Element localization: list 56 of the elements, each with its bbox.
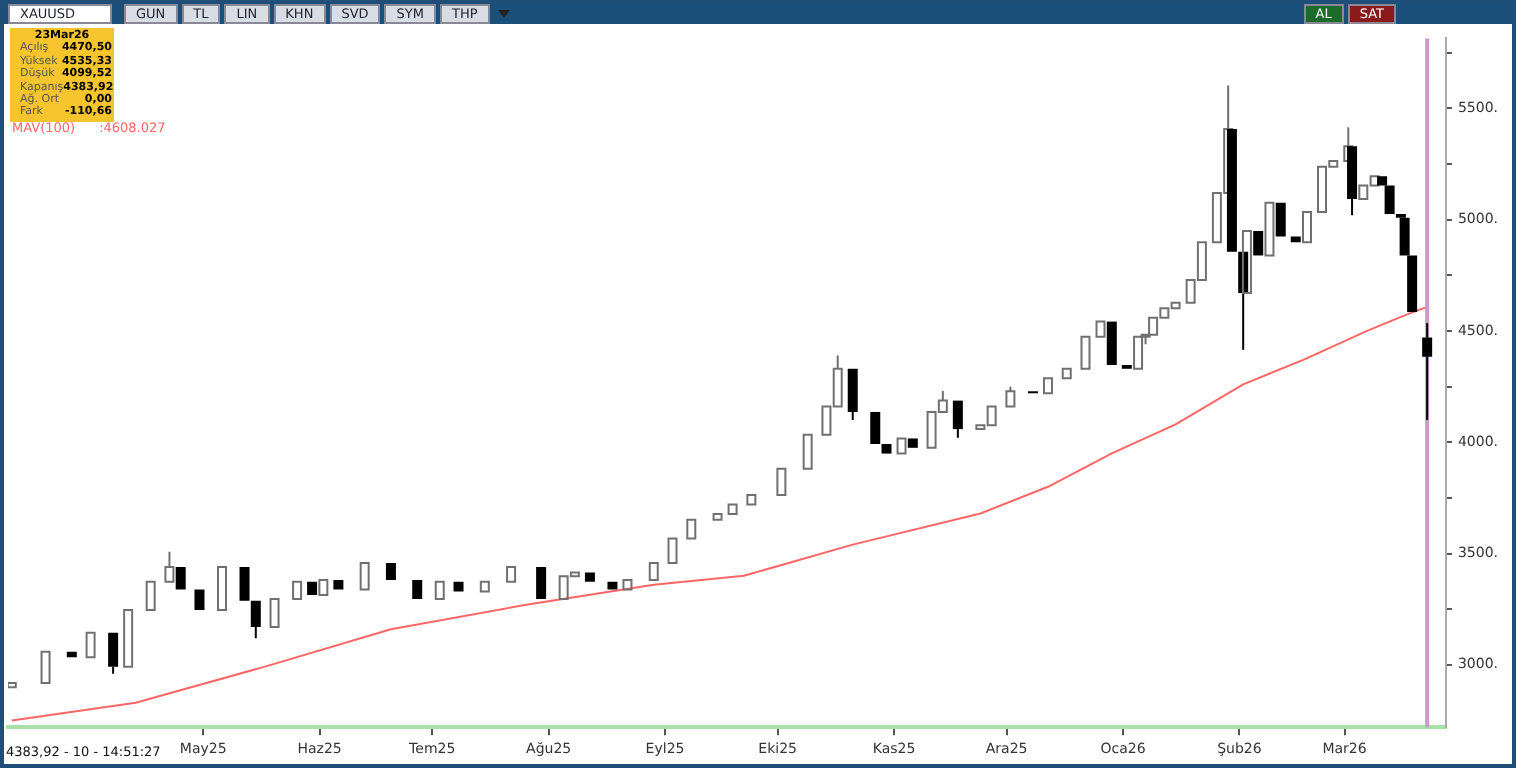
candlestick <box>907 438 918 448</box>
candlestick <box>1061 367 1072 380</box>
candlestick <box>1422 322 1433 422</box>
candlestick <box>164 550 175 583</box>
candlestick <box>453 581 464 592</box>
candlestick <box>667 537 678 564</box>
candlestick <box>584 572 595 582</box>
candlestick <box>40 650 51 685</box>
candlestick <box>727 503 738 515</box>
candlestick <box>1253 230 1264 256</box>
candlestick <box>108 632 119 675</box>
candlestick <box>802 433 813 470</box>
candlestick <box>746 494 757 506</box>
candlestick <box>1347 146 1358 217</box>
candlestick <box>648 561 659 582</box>
candlestick <box>622 579 633 591</box>
candlestick <box>85 631 96 659</box>
candlestick <box>1095 320 1106 338</box>
candlestick <box>239 566 250 601</box>
candlestick <box>607 581 618 590</box>
candlestick <box>881 444 892 454</box>
candlestick <box>175 566 186 590</box>
candlestick <box>896 437 907 455</box>
candlestick <box>1080 335 1091 370</box>
candlestick <box>250 600 261 640</box>
candlestick <box>479 580 490 593</box>
candlestick <box>145 580 156 612</box>
candlestick <box>318 579 329 596</box>
candlestick <box>1302 211 1313 244</box>
candlestick <box>8 682 17 689</box>
candlestick <box>217 565 227 612</box>
candlestick <box>269 597 280 629</box>
candlestick <box>292 580 303 600</box>
candlestick <box>434 580 445 600</box>
candlestick <box>1106 321 1117 365</box>
candlestick <box>333 580 344 590</box>
candlestick <box>506 565 517 583</box>
candlestick <box>385 562 396 581</box>
candlestick <box>686 518 697 540</box>
candlestick <box>412 580 423 599</box>
candlestick <box>1241 229 1252 295</box>
candlestick <box>1264 201 1275 257</box>
candlestick <box>194 589 205 611</box>
candlestick <box>536 566 547 599</box>
candlestick <box>1275 202 1286 237</box>
candlestick <box>1133 335 1144 370</box>
candlestick <box>847 368 858 421</box>
candlestick <box>870 411 881 445</box>
candlestick <box>359 561 370 591</box>
candlestick <box>1226 129 1237 252</box>
candlestick <box>1042 377 1053 395</box>
candlestick <box>307 581 318 595</box>
candlestick <box>776 467 787 496</box>
candlestick <box>952 400 963 439</box>
candlestick <box>123 609 134 668</box>
candlestick <box>712 512 723 521</box>
